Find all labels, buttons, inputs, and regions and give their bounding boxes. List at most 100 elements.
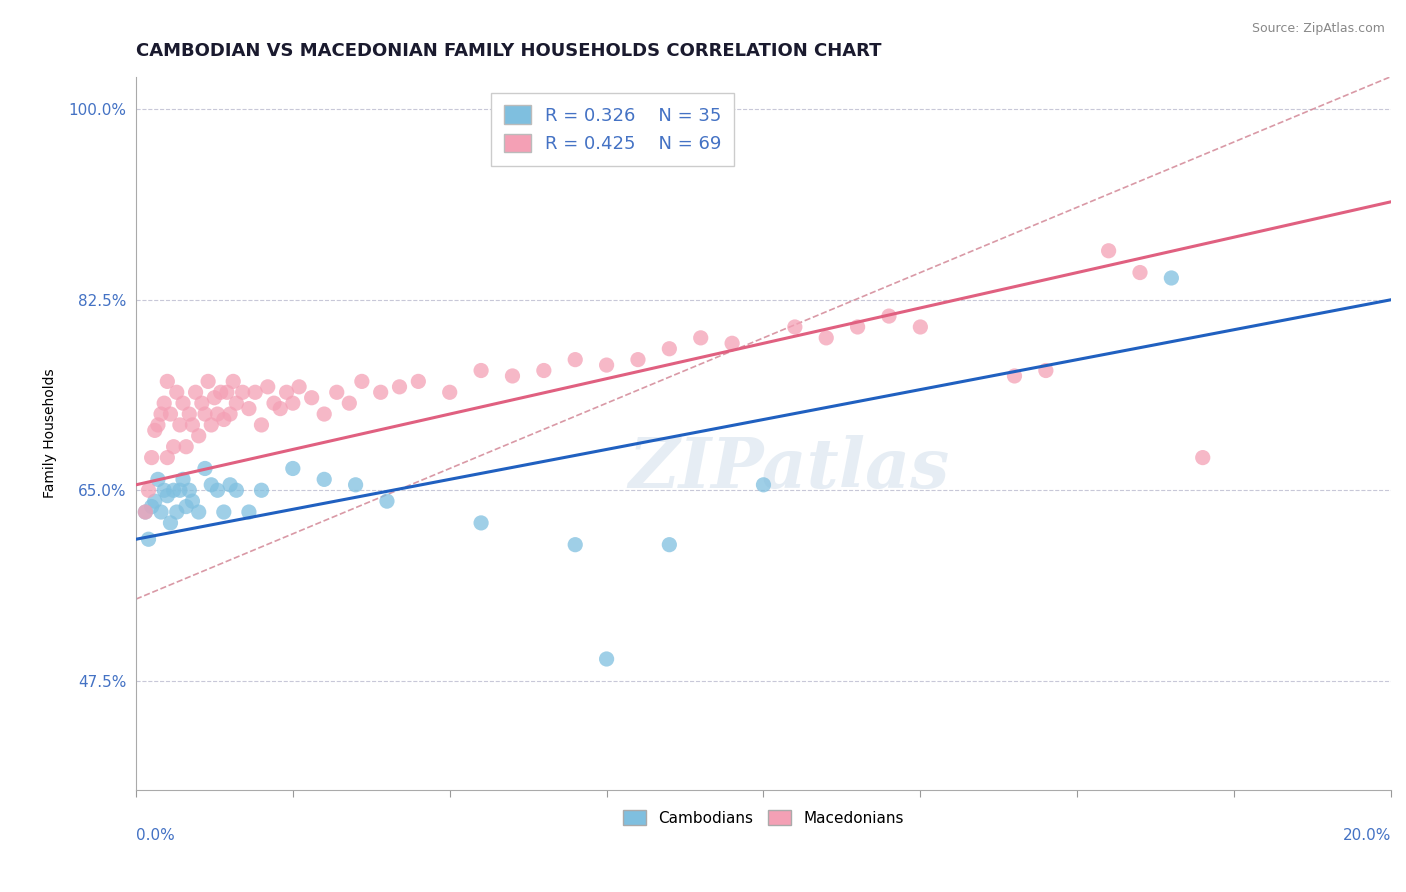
Point <box>752 478 775 492</box>
Point <box>138 533 160 547</box>
Point <box>1097 244 1119 258</box>
Point <box>166 385 188 400</box>
Point <box>250 417 273 432</box>
Point <box>156 489 179 503</box>
Point <box>1160 271 1182 285</box>
Point <box>169 483 191 498</box>
Point <box>388 380 411 394</box>
Point <box>187 429 209 443</box>
Point <box>288 380 311 394</box>
Point <box>815 331 838 345</box>
Point <box>222 375 245 389</box>
Point <box>219 407 242 421</box>
Point <box>150 505 173 519</box>
Point <box>269 401 291 416</box>
Point <box>166 505 188 519</box>
Point <box>846 320 869 334</box>
Point <box>439 385 461 400</box>
Point <box>172 396 194 410</box>
Point <box>326 385 349 400</box>
Point <box>1191 450 1213 465</box>
Point <box>1004 368 1026 383</box>
Point <box>141 500 163 514</box>
Point <box>159 516 181 530</box>
Point <box>689 331 711 345</box>
Point <box>281 396 304 410</box>
Point <box>191 396 214 410</box>
Point <box>202 391 225 405</box>
Point <box>169 417 191 432</box>
Point <box>146 417 169 432</box>
Point <box>337 396 360 410</box>
Point <box>153 483 176 498</box>
Point <box>134 505 156 519</box>
Point <box>181 417 204 432</box>
Point <box>470 363 492 377</box>
Point <box>141 450 163 465</box>
Point <box>179 407 201 421</box>
Point <box>877 309 900 323</box>
Point <box>138 483 160 498</box>
Point <box>658 538 681 552</box>
Point <box>159 407 181 421</box>
Point <box>1129 266 1152 280</box>
Point <box>219 478 242 492</box>
Point <box>174 500 197 514</box>
Point <box>215 385 238 400</box>
Point <box>207 483 229 498</box>
Point <box>181 494 204 508</box>
Point <box>595 358 617 372</box>
Point <box>910 320 932 334</box>
Point <box>187 505 209 519</box>
Point <box>134 505 156 519</box>
Point <box>533 363 555 377</box>
Point <box>238 505 260 519</box>
Point <box>564 352 586 367</box>
Point <box>162 483 184 498</box>
Point <box>721 336 744 351</box>
Point <box>150 407 173 421</box>
Legend: Cambodians, Macedonians: Cambodians, Macedonians <box>617 804 910 832</box>
Point <box>783 320 806 334</box>
Point <box>256 380 278 394</box>
Point <box>232 385 254 400</box>
Point <box>174 440 197 454</box>
Point <box>301 391 323 405</box>
Point <box>238 401 260 416</box>
Point <box>344 478 367 492</box>
Point <box>595 652 617 666</box>
Point <box>350 375 373 389</box>
Point <box>564 538 586 552</box>
Point <box>194 407 217 421</box>
Point <box>184 385 207 400</box>
Point <box>314 472 336 486</box>
Point <box>501 368 523 383</box>
Point <box>146 472 169 486</box>
Point <box>153 396 176 410</box>
Point <box>225 396 247 410</box>
Point <box>408 375 430 389</box>
Point <box>225 483 247 498</box>
Point <box>179 483 201 498</box>
Point <box>194 461 217 475</box>
Point <box>172 472 194 486</box>
Point <box>200 417 222 432</box>
Point <box>212 505 235 519</box>
Point <box>250 483 273 498</box>
Text: 20.0%: 20.0% <box>1343 828 1391 843</box>
Point <box>207 407 229 421</box>
Point <box>143 423 166 437</box>
Point <box>143 494 166 508</box>
Point <box>281 461 304 475</box>
Text: Source: ZipAtlas.com: Source: ZipAtlas.com <box>1251 22 1385 36</box>
Y-axis label: Family Households: Family Households <box>44 368 58 498</box>
Point <box>370 385 392 400</box>
Point <box>470 516 492 530</box>
Point <box>1035 363 1057 377</box>
Point <box>197 375 219 389</box>
Point <box>156 450 179 465</box>
Point <box>243 385 266 400</box>
Point <box>314 407 336 421</box>
Point <box>375 494 398 508</box>
Point <box>627 352 650 367</box>
